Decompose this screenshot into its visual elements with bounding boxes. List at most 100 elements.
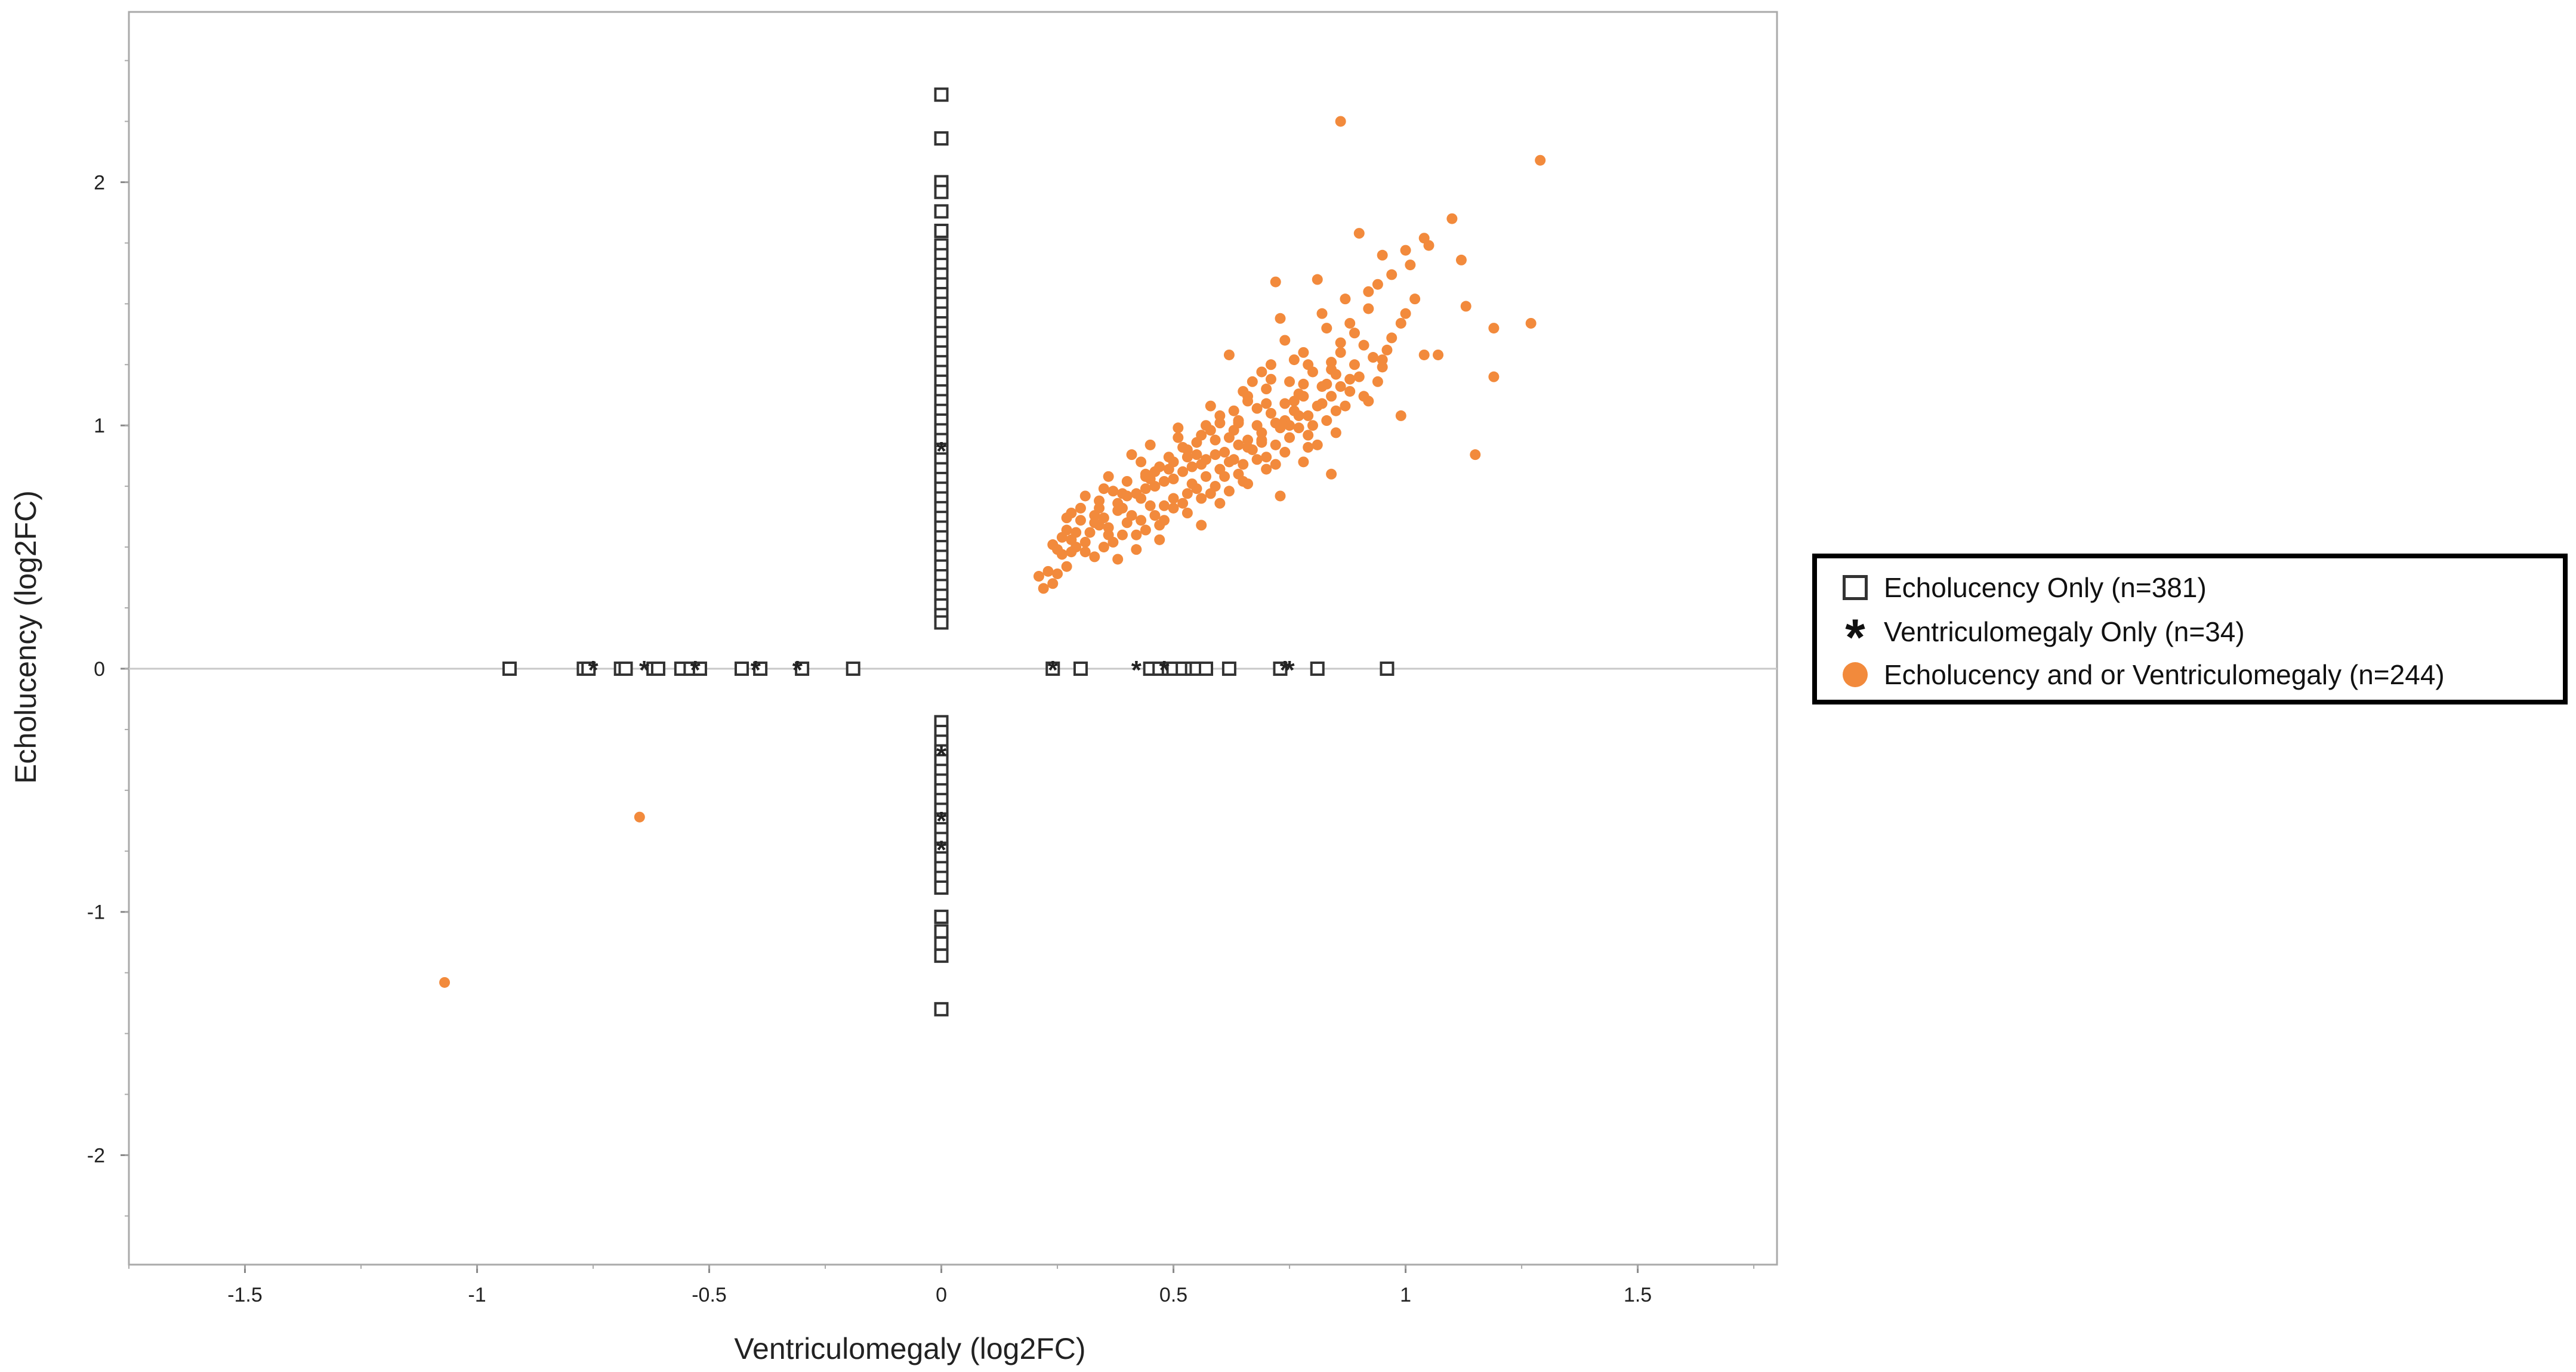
both-point xyxy=(1242,434,1254,446)
ventriculomegaly-only-point: * xyxy=(639,656,650,685)
both-point xyxy=(1079,546,1091,558)
y-axis-label: Echolucency (log2FC) xyxy=(9,490,42,784)
both-point xyxy=(1247,376,1258,387)
both-point xyxy=(1395,317,1406,329)
both-point xyxy=(1214,497,1226,509)
orange-dot-icon xyxy=(1838,658,1872,691)
both-point xyxy=(1326,364,1337,375)
both-point xyxy=(1247,444,1258,455)
both-point xyxy=(1525,317,1537,329)
both-point xyxy=(1400,245,1411,256)
both-point xyxy=(1140,483,1151,495)
both-point xyxy=(1363,303,1374,314)
both-point xyxy=(1210,434,1221,446)
both-point xyxy=(1321,415,1332,427)
both-point xyxy=(1177,466,1189,477)
plot-frame xyxy=(128,11,1778,1266)
both-point xyxy=(1293,422,1304,434)
ventriculomegaly-only-point: * xyxy=(1048,656,1059,685)
both-point xyxy=(1293,410,1304,421)
both-point xyxy=(1061,524,1072,536)
both-point xyxy=(439,977,451,988)
both-point xyxy=(1279,335,1291,346)
ventriculomegaly-only-point: * xyxy=(1285,656,1295,685)
both-point xyxy=(1344,373,1356,385)
asterisk-icon: * xyxy=(1845,609,1865,666)
both-point xyxy=(1298,378,1309,390)
both-point xyxy=(1149,510,1161,521)
ventriculomegaly-only-point: * xyxy=(1280,656,1291,685)
both-point xyxy=(1159,500,1170,511)
echolucency-only-point xyxy=(934,1002,949,1016)
echolucency-only-point xyxy=(934,87,949,102)
both-point xyxy=(1358,391,1369,402)
both-point xyxy=(1219,447,1230,458)
both-point xyxy=(1368,352,1379,363)
echolucency-only-point xyxy=(934,924,949,939)
both-point xyxy=(1275,490,1286,502)
both-point xyxy=(1210,449,1221,461)
both-point xyxy=(1377,354,1388,366)
both-point xyxy=(1103,471,1114,482)
both-point xyxy=(1223,486,1235,497)
both-point xyxy=(1312,274,1323,285)
both-point xyxy=(1079,490,1091,502)
both-point xyxy=(1084,527,1096,538)
echolucency-only-point xyxy=(934,615,949,630)
both-point xyxy=(1094,502,1105,514)
ventriculomegaly-only-point: * xyxy=(588,656,599,685)
both-point xyxy=(1144,439,1156,450)
both-point xyxy=(1344,386,1356,397)
both-point xyxy=(1094,520,1105,531)
both-point xyxy=(1196,429,1207,441)
y-tick-label: -2 xyxy=(87,1145,105,1167)
both-point xyxy=(1047,578,1059,589)
both-point xyxy=(1270,276,1281,288)
both-point xyxy=(1298,347,1309,358)
both-point xyxy=(1261,384,1272,395)
x-tick-label: -1 xyxy=(468,1284,486,1306)
both-point xyxy=(1154,520,1165,531)
echolucency-only-point xyxy=(618,661,633,676)
y-tick-label: 0 xyxy=(94,658,105,681)
both-point xyxy=(1316,398,1328,409)
both-point xyxy=(1335,116,1346,127)
both-point xyxy=(1238,386,1249,397)
echolucency-only-point xyxy=(934,948,949,963)
x-axis: -1.5 -1 -0.5 0 0.5 1 1.5 xyxy=(128,1265,1755,1306)
both-point xyxy=(1344,317,1356,329)
both-point xyxy=(1326,391,1337,402)
echolucency-only-point xyxy=(1380,661,1395,676)
both-point xyxy=(1303,441,1314,453)
echolucency-only-point xyxy=(934,936,949,951)
both-point xyxy=(1279,447,1291,458)
both-point xyxy=(1144,500,1156,511)
both-point xyxy=(1098,542,1109,553)
echolucency-only-point xyxy=(795,661,810,676)
ventriculomegaly-only-point: * xyxy=(936,741,947,770)
both-point xyxy=(1446,213,1458,224)
both-point xyxy=(1242,395,1254,407)
both-point xyxy=(1330,405,1341,416)
y-tick-label: 1 xyxy=(94,415,105,437)
both-point xyxy=(1066,508,1077,518)
echolucency-only-point xyxy=(1073,661,1088,676)
echolucency-only-point xyxy=(846,661,860,676)
x-tick-label: 0 xyxy=(936,1284,947,1306)
both-point xyxy=(634,811,645,823)
legend-item-echolucency-only: Echolucency Only (n=381) xyxy=(1838,569,2207,606)
both-point xyxy=(1201,454,1212,465)
both-point xyxy=(1121,517,1133,529)
both-point xyxy=(1307,420,1318,431)
both-point xyxy=(1409,293,1421,305)
both-point xyxy=(1181,452,1193,463)
both-point xyxy=(1233,439,1244,450)
both-point xyxy=(1238,459,1249,470)
both-point xyxy=(1214,418,1226,429)
both-point xyxy=(1335,347,1346,358)
legend: Echolucency Only (n=381) * Ventriculomeg… xyxy=(1812,554,2568,704)
both-point xyxy=(1201,471,1212,482)
both-point xyxy=(1061,561,1072,572)
both-point xyxy=(1210,481,1221,492)
